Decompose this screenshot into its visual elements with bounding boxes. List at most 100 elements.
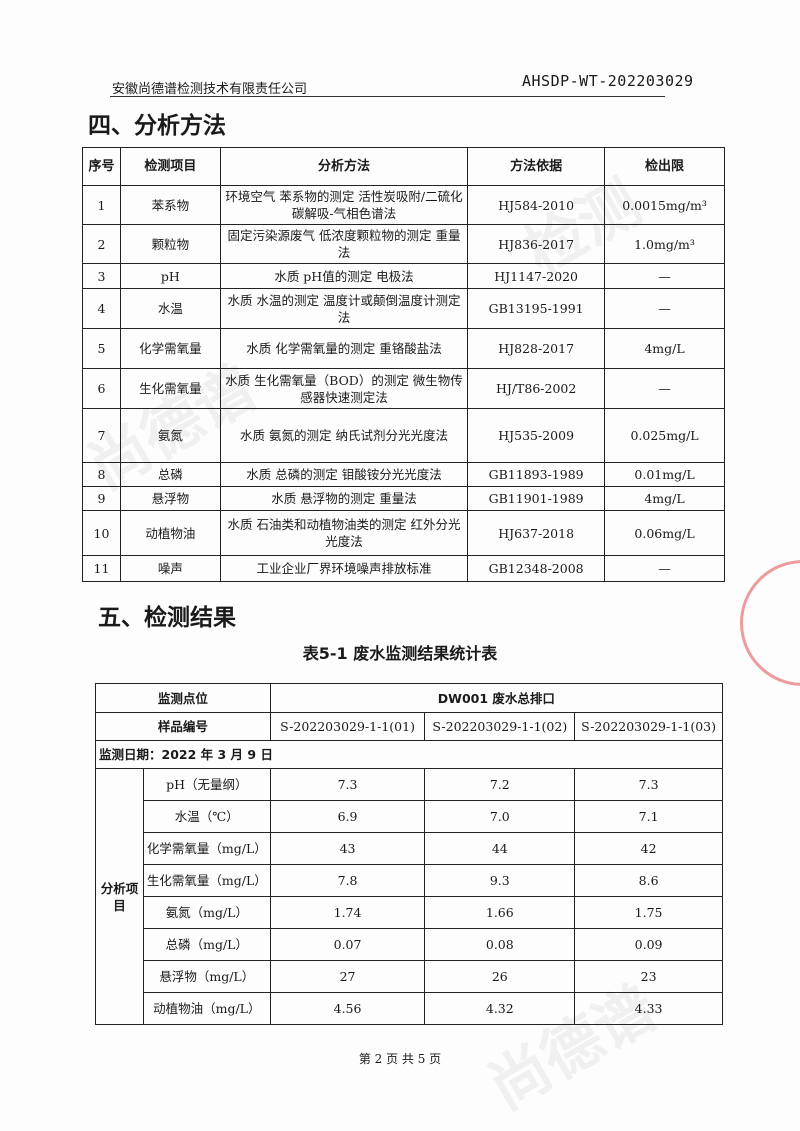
test-item: 悬浮物 bbox=[119, 486, 221, 511]
standard: GB13195-1991 bbox=[467, 288, 606, 329]
table-row: 9 悬浮物 水质 悬浮物的测定 重量法 GB11901-1989 4mg/L bbox=[82, 486, 725, 511]
column-header: 分析方法 bbox=[219, 147, 469, 186]
standard: GB12348-2008 bbox=[467, 555, 606, 582]
table-row: 10 动植物油 水质 石油类和动植物油类的测定 红外分光光度法 HJ637-2018 0… bbox=[82, 510, 725, 556]
test-item: 噪声 bbox=[119, 555, 221, 582]
test-item: 化学需氧量 bbox=[119, 328, 221, 369]
standard: HJ584-2010 bbox=[467, 185, 606, 225]
detection-limit: 0.01mg/L bbox=[604, 462, 725, 487]
result-value: 4.56 bbox=[269, 992, 426, 1025]
method: 水质 化学需氧量的测定 重铬酸盐法 bbox=[219, 328, 469, 369]
result-value: 0.08 bbox=[424, 928, 576, 961]
parameter: 生化需氧量（mg/L） bbox=[142, 864, 271, 897]
method: 固定污染源废气 低浓度颗粒物的测定 重量法 bbox=[219, 224, 469, 264]
result-value: 27 bbox=[269, 960, 426, 993]
test-item: 氨氮 bbox=[119, 408, 221, 463]
table-row: 5 化学需氧量 水质 化学需氧量的测定 重铬酸盐法 HJ828-2017 4mg/L bbox=[82, 328, 725, 369]
standard: GB11901-1989 bbox=[467, 486, 606, 511]
result-value: 7.2 bbox=[424, 768, 576, 801]
result-value: 26 bbox=[424, 960, 576, 993]
method: 工业企业厂界环境噪声排放标准 bbox=[219, 555, 469, 582]
test-item: 水温 bbox=[119, 288, 221, 329]
detection-limit: — bbox=[604, 368, 725, 409]
table-row: 3 pH 水质 pH值的测定 电极法 HJ1147-2020— bbox=[82, 263, 725, 289]
test-item: 颗粒物 bbox=[119, 224, 221, 264]
detection-limit: 0.0015mg/m³ bbox=[604, 185, 725, 225]
table-caption: 表5-1 废水监测结果统计表 bbox=[302, 644, 498, 663]
detection-limit: 0.025mg/L bbox=[604, 408, 725, 463]
section-title: 五、检测结果 bbox=[98, 605, 236, 631]
result-row: 动植物油（mg/L） 4.56 4.32 4.33 bbox=[96, 992, 723, 1025]
row-number: 4 bbox=[82, 288, 121, 329]
table-row: 1 苯系物 环境空气 苯系物的测定 活性炭吸附/二硫化碳解吸-气相色谱法 HJ584-… bbox=[82, 185, 725, 225]
group-label: 分析项目 bbox=[95, 768, 144, 1025]
result-value: 7.3 bbox=[574, 768, 723, 801]
method: 水质 pH值的测定 电极法 bbox=[219, 263, 469, 289]
table-row: 6 生化需氧量 水质 生化需氧量（BOD）的测定 微生物传感器快速测定法 HJ/T86… bbox=[82, 368, 725, 409]
report-number: AHSDP-WT-202203029 bbox=[522, 72, 694, 90]
table-row: 7 氨氮 水质 氨氮的测定 纳氏试剂分光光度法 HJ535-2009 0.025mg/L bbox=[82, 408, 725, 463]
test-item: 总磷 bbox=[119, 462, 221, 487]
result-value: 23 bbox=[574, 960, 723, 993]
result-row: 总磷（mg/L） 0.07 0.08 0.09 bbox=[96, 928, 723, 961]
company-name: 安徽尚德谱检测技术有限责任公司 bbox=[112, 82, 308, 97]
methods-table: 序号 检测项目 分析方法 方法依据 检出限 1 苯系物 环境空气 苯系物的测定 活性炭吸附/… bbox=[82, 147, 725, 582]
detection-limit: 4mg/L bbox=[604, 328, 725, 369]
result-row: 化学需氧量（mg/L） 43 44 42 bbox=[96, 832, 723, 865]
column-header: 检测项目 bbox=[119, 147, 221, 186]
point-label: 监测点位 bbox=[95, 683, 271, 713]
result-row: 分析项目 pH（无量纲） 7.3 7.2 7.3 bbox=[95, 768, 723, 1025]
result-value: 7.8 bbox=[269, 864, 426, 897]
test-item: 苯系物 bbox=[119, 185, 221, 225]
page-footer: 第 2 页 共 5 页 bbox=[358, 1052, 442, 1066]
monitoring-date: 监测日期：2022 年 3 月 9 日 bbox=[95, 740, 723, 769]
result-value: 7.1 bbox=[574, 800, 723, 833]
standard: HJ637-2018 bbox=[467, 510, 606, 556]
column-header: 方法依据 bbox=[467, 147, 606, 186]
result-value: 7.3 bbox=[269, 768, 426, 801]
method: 水质 总磷的测定 钼酸铵分光光度法 bbox=[219, 462, 469, 487]
row-number: 2 bbox=[82, 224, 121, 264]
detection-limit: — bbox=[604, 555, 725, 582]
result-value: 8.6 bbox=[574, 864, 723, 897]
table-row: 4 水温 水质 水温的测定 温度计或颠倒温度计测定法 GB13195-1991— bbox=[82, 288, 725, 329]
standard: HJ1147-2020 bbox=[467, 263, 606, 289]
standard: HJ535-2009 bbox=[467, 408, 606, 463]
detection-limit: — bbox=[604, 263, 725, 289]
results-table: 监测点位 DW001 废水总排口 样品编号 S-202203029-1-1(01… bbox=[95, 683, 724, 1025]
method: 水质 悬浮物的测定 重量法 bbox=[219, 486, 469, 511]
result-value: 1.74 bbox=[269, 896, 426, 929]
result-value: 4.32 bbox=[424, 992, 576, 1025]
standard: HJ/T86-2002 bbox=[467, 368, 606, 409]
result-value: 1.75 bbox=[574, 896, 723, 929]
result-value: 1.66 bbox=[424, 896, 576, 929]
result-value: 43 bbox=[269, 832, 426, 865]
column-header: 检出限 bbox=[604, 147, 725, 186]
detection-limit: — bbox=[604, 288, 725, 329]
method: 水质 生化需氧量（BOD）的测定 微生物传感器快速测定法 bbox=[219, 368, 469, 409]
standard: GB11893-1989 bbox=[467, 462, 606, 487]
sample-id: S-202203029-1-1(03) bbox=[574, 712, 723, 741]
sample-id: S-202203029-1-1(02) bbox=[424, 712, 576, 741]
method: 水质 氨氮的测定 纳氏试剂分光光度法 bbox=[219, 408, 469, 463]
table-row: 8 总磷 水质 总磷的测定 钼酸铵分光光度法 GB11893-1989 0.01mg/L bbox=[82, 462, 725, 487]
result-row: 水温（℃） 6.9 7.0 7.1 bbox=[96, 800, 723, 833]
table-row: 2 颗粒物 固定污染源废气 低浓度颗粒物的测定 重量法 HJ836-2017 1.0mg… bbox=[82, 224, 725, 264]
result-value: 42 bbox=[574, 832, 723, 865]
test-item: 生化需氧量 bbox=[119, 368, 221, 409]
method: 水质 石油类和动植物油类的测定 红外分光光度法 bbox=[219, 510, 469, 556]
result-value: 0.09 bbox=[574, 928, 723, 961]
result-value: 9.3 bbox=[424, 864, 576, 897]
sample-id: S-202203029-1-1(01) bbox=[269, 712, 426, 741]
row-number: 8 bbox=[82, 462, 121, 487]
parameter: 动植物油（mg/L） bbox=[142, 992, 271, 1025]
test-item: pH bbox=[119, 263, 221, 289]
point-value: DW001 废水总排口 bbox=[269, 683, 724, 713]
row-number: 5 bbox=[82, 328, 121, 369]
method: 环境空气 苯系物的测定 活性炭吸附/二硫化碳解吸-气相色谱法 bbox=[219, 185, 469, 225]
row-number: 10 bbox=[82, 510, 121, 556]
column-header: 序号 bbox=[82, 147, 121, 186]
parameter: 水温（℃） bbox=[142, 800, 271, 833]
parameter: 总磷（mg/L） bbox=[142, 928, 271, 961]
detection-limit: 0.06mg/L bbox=[604, 510, 725, 556]
